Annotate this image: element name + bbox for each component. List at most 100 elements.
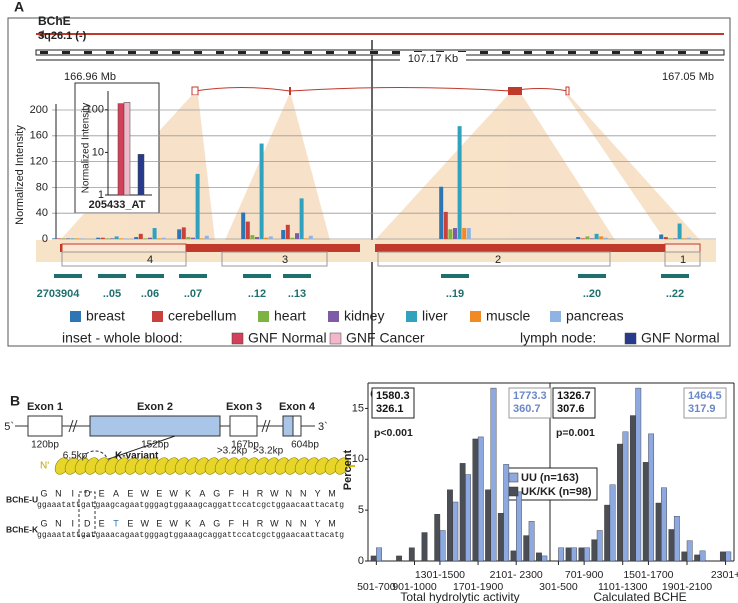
- bar: [408, 547, 415, 562]
- bar: [682, 238, 687, 239]
- exon-size: 604bp: [291, 440, 319, 451]
- stat-box: [508, 387, 552, 419]
- residue: D: [84, 488, 91, 498]
- locus: 3q26.1 (-): [38, 30, 87, 42]
- bar: [485, 489, 491, 562]
- stat-box: [683, 387, 727, 419]
- ideogram-block: [304, 51, 312, 54]
- gene-diagram: [15, 415, 315, 537]
- bar: [396, 555, 402, 562]
- bar: [516, 491, 522, 562]
- legend-swatch: [624, 332, 637, 345]
- bar: [452, 501, 459, 562]
- ideogram-block: [84, 51, 92, 54]
- span-label: 107.17 Kb: [408, 53, 458, 65]
- exon-number: 1: [680, 254, 686, 266]
- stat-value: 1773.3: [513, 390, 547, 402]
- stat-value: 1464.5: [688, 390, 722, 402]
- exon-number: 3: [282, 254, 288, 266]
- row-label: BChE-K: [6, 524, 39, 534]
- residue: E: [127, 488, 133, 498]
- ideogram-block: [260, 51, 268, 54]
- bar: [157, 238, 162, 239]
- exon-frame: [221, 251, 328, 267]
- ideogram-block: [282, 51, 290, 54]
- residue: I: [72, 518, 75, 528]
- bar: [648, 433, 655, 562]
- exon-box: [282, 415, 294, 437]
- legend-swatch: [470, 311, 481, 322]
- probe-label: ..07: [184, 288, 202, 300]
- panel-label: A: [14, 0, 24, 15]
- bar: [439, 186, 444, 239]
- variant-label: K-variant: [115, 451, 159, 462]
- x-tick-label: 1301-1500: [415, 569, 465, 581]
- probe-label: 2703904: [37, 288, 81, 300]
- stat-box: [552, 387, 596, 419]
- ideogram-block: [216, 51, 224, 54]
- exon-frame: [377, 251, 611, 267]
- probe-label: ..20: [583, 288, 601, 300]
- residue: M: [328, 488, 336, 498]
- bar: [668, 529, 675, 562]
- residue: F: [228, 518, 234, 528]
- bar: [659, 234, 664, 239]
- bar: [100, 237, 105, 239]
- bar: [304, 238, 309, 239]
- ideogram-block: [546, 51, 554, 54]
- bar: [629, 415, 636, 562]
- ideogram-block: [700, 51, 708, 54]
- exon-bar: [375, 244, 700, 252]
- y-axis-label: Normalized Intensity: [14, 125, 26, 225]
- residue: Y: [315, 518, 321, 528]
- bar: [457, 126, 462, 239]
- zoom-fans: [60, 95, 700, 240]
- p-value: p<0.001: [374, 427, 413, 439]
- exon-label: Exon 4: [279, 401, 316, 413]
- y-tick-label: 160: [30, 130, 48, 142]
- bar: [655, 502, 662, 562]
- bar: [663, 237, 668, 239]
- bar: [622, 431, 629, 562]
- residue: N: [300, 518, 307, 528]
- bar: [465, 474, 471, 562]
- legend-label: GNF Normal: [641, 330, 720, 346]
- intron-size: >3.2kp: [217, 446, 248, 457]
- bar: [241, 212, 246, 239]
- legend-swatch: [258, 311, 269, 322]
- residue: K: [185, 518, 191, 528]
- exon-box: [292, 415, 302, 437]
- ideogram-block: [392, 51, 400, 54]
- bar: [510, 550, 517, 562]
- end-label: 5`: [4, 421, 14, 433]
- residue: E: [127, 518, 133, 528]
- y-tick-label: 10: [92, 146, 104, 158]
- bar: [281, 229, 286, 239]
- bar: [596, 530, 603, 562]
- x-tick-label: 901-1000: [392, 581, 437, 593]
- dna-sequence: ggaaatattgatgaagcagaatgggagtggaaagcaggat…: [37, 501, 344, 510]
- bar: [528, 521, 535, 562]
- bar: [439, 530, 446, 562]
- residue: N: [286, 518, 293, 528]
- p-value: p=0.001: [556, 427, 595, 439]
- residue: W: [169, 488, 178, 498]
- y-tick-label: 0: [42, 233, 48, 245]
- ideogram-block: [370, 51, 378, 54]
- legend-swatch: [329, 332, 342, 345]
- residue: E: [156, 488, 162, 498]
- bar: [61, 238, 66, 239]
- bar: [443, 211, 448, 239]
- y-tick-label: 15: [352, 402, 364, 414]
- x-tick-label: 205433_AT: [89, 199, 146, 211]
- stat-value: 317.9: [688, 403, 716, 415]
- legend-label: heart: [274, 308, 306, 324]
- bar: [70, 238, 75, 239]
- residue: W: [169, 518, 178, 528]
- y-tick-label: 120: [30, 156, 48, 168]
- bar: [490, 387, 497, 562]
- x-tick-label: 701-900: [565, 569, 604, 581]
- bar: [580, 238, 585, 239]
